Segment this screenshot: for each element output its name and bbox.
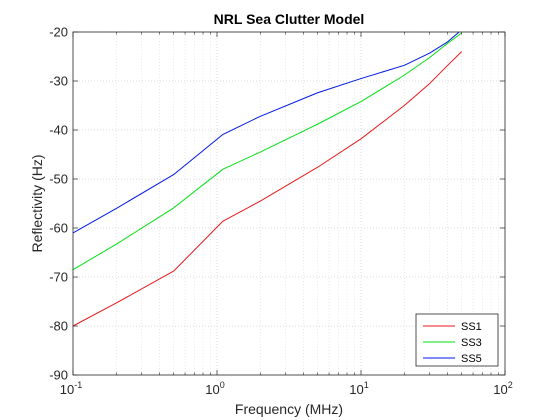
series-line-ss3: [72, 32, 462, 271]
legend-label-ss5: SS5: [461, 353, 482, 365]
ticks-layer: [72, 31, 506, 376]
x-axis-label: Frequency (MHz): [235, 401, 343, 417]
y-tick-label: -70: [49, 270, 68, 285]
y-tick-label: -60: [49, 221, 68, 236]
axes-box: [72, 31, 506, 376]
y-tick-label: -90: [49, 368, 68, 383]
legend-label-ss1: SS1: [461, 321, 482, 333]
series-layer: [72, 31, 463, 327]
y-tick-label: -20: [49, 25, 68, 40]
chart-title: NRL Sea Clutter Model: [214, 11, 365, 27]
y-tick-label: -30: [49, 74, 68, 89]
legend-label-ss3: SS3: [461, 337, 482, 349]
legend-box: [415, 313, 499, 367]
series-line-ss5: [72, 31, 460, 234]
y-axis-label: Reflectivity (Hz): [29, 154, 45, 252]
y-tick-label: -80: [49, 319, 68, 334]
series-line-ss1: [72, 51, 463, 327]
y-tick-labels: -90 -80 -70 -60 -50 -40 -30 -20: [49, 25, 68, 383]
y-tick-label: -50: [49, 172, 68, 187]
legend: SS1 SS3 SS5: [415, 313, 499, 367]
y-tick-label: -40: [49, 123, 68, 138]
